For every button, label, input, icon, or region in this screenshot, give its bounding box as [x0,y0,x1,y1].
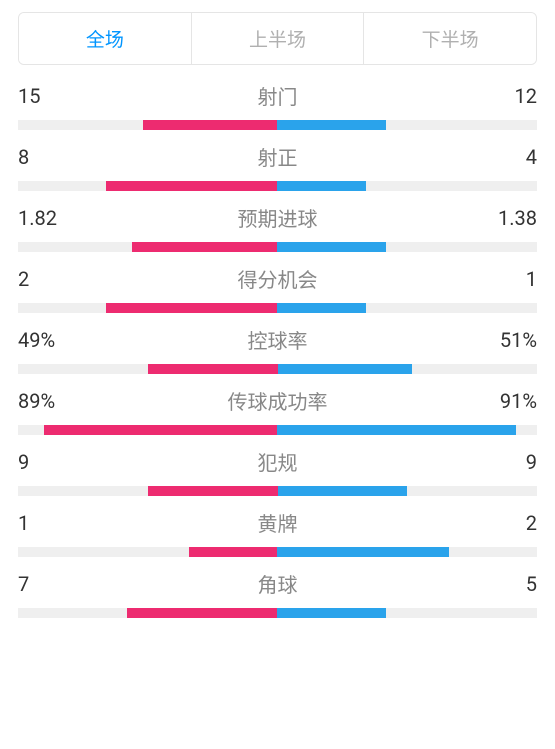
stat-row: 89%传球成功率91% [18,386,537,435]
stat-name: 黄牌 [68,508,487,537]
stat-row: 8射正4 [18,142,537,191]
stat-right-value: 1.38 [487,206,537,230]
stat-bar [18,486,537,496]
bar-left-empty [18,608,127,618]
bar-right-empty [366,303,537,313]
bar-left-fill [106,181,277,191]
stats-container: 15射门128射正41.82预期进球1.382得分机会149%控球率51%89%… [0,73,555,618]
bar-left-empty [18,120,143,130]
stat-row: 9犯规9 [18,447,537,496]
bar-right-fill [277,303,365,313]
bar-left-empty [18,242,132,252]
bar-right-fill [277,242,386,252]
bar-left-empty [18,181,106,191]
stat-bar [18,303,537,313]
stat-left-value: 9 [18,450,68,474]
stat-bar [18,364,537,374]
tab-first-half[interactable]: 上半场 [192,13,365,64]
stat-bar [18,608,537,618]
stat-bar [18,547,537,557]
stat-right-value: 51% [487,328,537,352]
bar-left-empty [18,425,44,435]
stat-name: 得分机会 [68,264,487,293]
stat-left-value: 7 [18,572,68,596]
bar-left-fill [189,547,277,557]
stat-row: 15射门12 [18,81,537,130]
stat-left-value: 1 [18,511,68,535]
period-tabs: 全场 上半场 下半场 [18,12,537,65]
bar-right-fill [277,547,448,557]
stat-labels: 9犯规9 [18,447,537,476]
tab-full-time[interactable]: 全场 [19,13,192,64]
stat-left-value: 1.82 [18,206,68,230]
stat-left-value: 8 [18,145,68,169]
stat-labels: 7角球5 [18,569,537,598]
bar-right-fill [277,181,365,191]
bar-right-fill [277,608,386,618]
bar-left-fill [148,364,278,374]
stat-labels: 8射正4 [18,142,537,171]
bar-left-fill [127,608,278,618]
stat-bar [18,425,537,435]
stat-name: 预期进球 [68,203,487,232]
stat-name: 控球率 [68,325,487,354]
stat-labels: 1.82预期进球1.38 [18,203,537,232]
bar-left-empty [18,303,106,313]
bar-right-empty [449,547,537,557]
stat-bar [18,181,537,191]
stat-row: 2得分机会1 [18,264,537,313]
stat-name: 射正 [68,142,487,171]
stat-row: 7角球5 [18,569,537,618]
bar-right-empty [407,486,537,496]
bar-left-fill [106,303,277,313]
stat-right-value: 4 [487,145,537,169]
stat-name: 射门 [68,81,487,110]
stat-name: 角球 [68,569,487,598]
stat-right-value: 91% [487,389,537,413]
stat-labels: 1黄牌2 [18,508,537,537]
bar-right-fill [278,364,413,374]
stat-labels: 89%传球成功率91% [18,386,537,415]
bar-right-empty [386,120,537,130]
stat-left-value: 2 [18,267,68,291]
stat-right-value: 5 [487,572,537,596]
stat-left-value: 15 [18,84,68,108]
bar-right-empty [412,364,537,374]
bar-left-empty [18,486,148,496]
stat-left-value: 49% [18,328,68,352]
stat-right-value: 12 [487,84,537,108]
stat-bar [18,242,537,252]
stat-right-value: 9 [487,450,537,474]
bar-left-fill [148,486,278,496]
stat-row: 1黄牌2 [18,508,537,557]
bar-right-fill [277,425,516,435]
stat-left-value: 89% [18,389,68,413]
bar-right-empty [366,181,537,191]
bar-left-empty [18,547,189,557]
stat-right-value: 2 [487,511,537,535]
stat-right-value: 1 [487,267,537,291]
stat-name: 传球成功率 [68,386,487,415]
bar-right-empty [386,608,537,618]
bar-left-fill [44,425,278,435]
stat-name: 犯规 [68,447,487,476]
bar-right-fill [278,486,408,496]
stat-labels: 2得分机会1 [18,264,537,293]
stat-row: 1.82预期进球1.38 [18,203,537,252]
bar-left-fill [143,120,278,130]
tab-second-half[interactable]: 下半场 [364,13,536,64]
bar-right-fill [277,120,386,130]
bar-right-empty [516,425,537,435]
stat-labels: 15射门12 [18,81,537,110]
stat-bar [18,120,537,130]
stat-row: 49%控球率51% [18,325,537,374]
bar-left-empty [18,364,148,374]
bar-right-empty [386,242,537,252]
stat-labels: 49%控球率51% [18,325,537,354]
bar-left-fill [132,242,277,252]
